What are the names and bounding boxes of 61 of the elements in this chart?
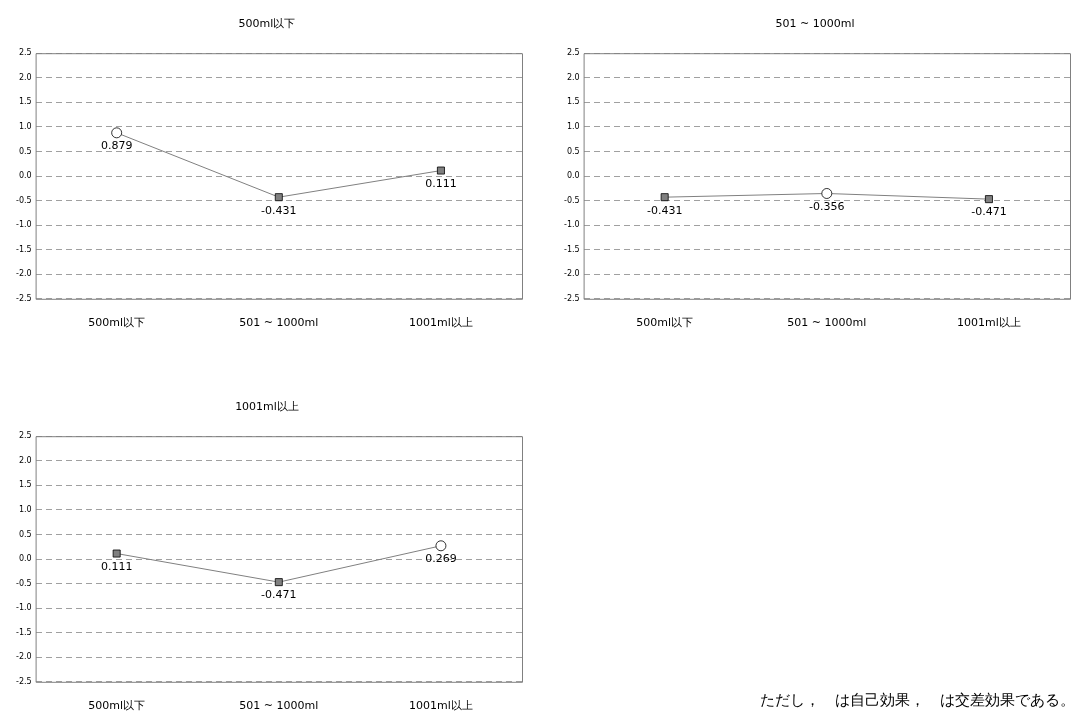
x-tick-label: 501 ~ 1000ml bbox=[787, 316, 867, 330]
y-tick-label: -1.0 bbox=[564, 220, 580, 230]
chart-title: 501 ~ 1000ml bbox=[775, 17, 855, 31]
point bbox=[111, 127, 123, 139]
y-tick-label: 1.5 bbox=[18, 480, 32, 490]
data-label: 0.111 bbox=[425, 176, 457, 190]
x-tick-label: 1001ml以上 bbox=[409, 316, 473, 330]
y-tick-label: 0.0 bbox=[18, 554, 32, 564]
chart-title: 500ml以下 bbox=[238, 17, 296, 31]
y-tick-label: -0.5 bbox=[16, 195, 32, 205]
data-label: -0.356 bbox=[809, 199, 845, 213]
y-tick-label: 1.5 bbox=[566, 97, 580, 107]
y-tick-label: 1.5 bbox=[18, 97, 32, 107]
y-tick-label: -1.5 bbox=[16, 244, 32, 254]
y-tick-label: -2.5 bbox=[564, 293, 580, 303]
data-label: -0.431 bbox=[261, 203, 297, 217]
data-label: 0.269 bbox=[425, 552, 457, 566]
x-tick-label: 500ml以下 bbox=[636, 316, 694, 330]
y-tick-label: 2.5 bbox=[18, 48, 32, 58]
y-tick-label: 2.0 bbox=[18, 455, 32, 465]
data-label: 0.111 bbox=[100, 559, 133, 573]
y-tick-label: -0.5 bbox=[16, 578, 32, 588]
text: ただし， は自己効果， は交差効果である。 bbox=[760, 691, 1075, 710]
y-tick-label: -1.0 bbox=[16, 603, 32, 613]
point bbox=[435, 540, 447, 552]
y-tick-label: 1.0 bbox=[18, 504, 32, 514]
y-tick-label: -2.5 bbox=[16, 676, 32, 686]
y-tick-label: 1.0 bbox=[18, 121, 32, 131]
data-label: -0.471 bbox=[261, 588, 297, 602]
y-tick-label: 0.5 bbox=[18, 146, 32, 156]
data-label: 0.879 bbox=[100, 139, 133, 153]
x-tick-label: 500ml以下 bbox=[88, 316, 146, 330]
point bbox=[112, 549, 121, 558]
y-tick-label: 0.5 bbox=[566, 146, 580, 156]
y-tick-label: 0.0 bbox=[566, 171, 580, 181]
y-tick-label: 1.0 bbox=[566, 121, 580, 131]
y-tick-label: 2.0 bbox=[18, 72, 32, 82]
x-tick-label: 501 ~ 1000ml bbox=[239, 316, 319, 330]
x-tick-label: 501 ~ 1000ml bbox=[239, 699, 319, 713]
x-tick-label: 500ml以下 bbox=[88, 699, 146, 713]
y-tick-label: -1.5 bbox=[16, 627, 32, 637]
y-tick-label: -2.0 bbox=[16, 269, 32, 279]
y-tick-label: 0.5 bbox=[18, 529, 32, 539]
y-tick-label: 2.0 bbox=[566, 72, 580, 82]
x-tick-label: 1001ml以上 bbox=[409, 699, 473, 713]
point bbox=[274, 578, 283, 587]
y-tick-label: -1.5 bbox=[564, 244, 580, 254]
chart-title: 1001ml以上 bbox=[235, 400, 299, 414]
y-tick-label: -2.5 bbox=[16, 293, 32, 303]
y-tick-label: -1.0 bbox=[16, 220, 32, 230]
point bbox=[274, 193, 283, 202]
y-tick-label: 2.5 bbox=[18, 431, 32, 441]
data-label: -0.431 bbox=[646, 203, 683, 217]
y-tick-label: 2.5 bbox=[566, 48, 580, 58]
y-tick-label: -2.0 bbox=[564, 269, 580, 279]
y-tick-label: -2.0 bbox=[16, 652, 32, 662]
data-label: -0.471 bbox=[971, 205, 1007, 219]
point bbox=[437, 166, 445, 175]
x-tick-label: 1001ml以上 bbox=[957, 316, 1021, 330]
y-tick-label: 0.0 bbox=[18, 171, 32, 181]
y-tick-label: -0.5 bbox=[564, 195, 580, 205]
